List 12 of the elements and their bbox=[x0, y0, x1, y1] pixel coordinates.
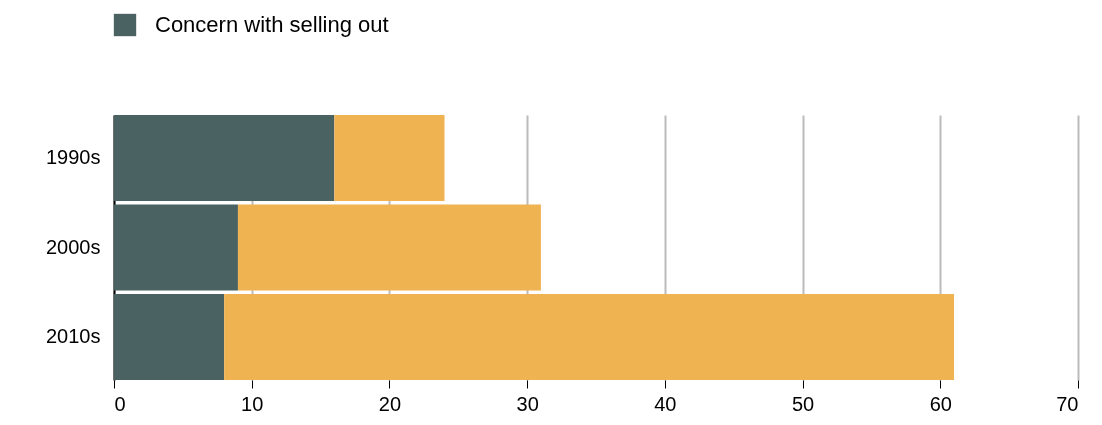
x-tick-label: 70 bbox=[1056, 392, 1079, 415]
x-tick-label: 0 bbox=[114, 392, 126, 415]
y-tick-label: 2010s bbox=[46, 325, 101, 348]
y-tick-label: 2000s bbox=[46, 235, 101, 258]
y-tick-label: 1990s bbox=[46, 145, 101, 168]
x-tick-label: 50 bbox=[791, 392, 815, 415]
x-tick-label: 40 bbox=[654, 392, 677, 415]
x-tick-label: 10 bbox=[241, 392, 264, 415]
x-tick-label: 30 bbox=[516, 392, 539, 415]
legend-label: Concern with selling out bbox=[155, 12, 389, 37]
x-tick-label: 60 bbox=[929, 392, 952, 415]
x-tick-label: 20 bbox=[378, 392, 402, 415]
